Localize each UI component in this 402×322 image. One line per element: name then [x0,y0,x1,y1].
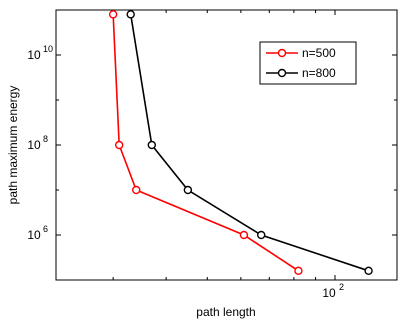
data-point [108,10,118,19]
data-point [364,266,373,276]
x-tick-exponent: 2 [339,282,344,292]
legend-label: n=800 [302,66,336,80]
legend-label: n=500 [302,46,336,60]
data-point [126,10,135,19]
data-point [114,140,124,150]
tick-labels: 10 210 610 810 10 [27,44,344,300]
legend: n=500 n=800 [259,41,357,85]
y-tick-label: 10 [27,138,41,152]
y-tick-label: 10 [27,48,41,62]
x-tick-label: 10 [322,286,336,300]
y-tick-label: 10 [27,228,41,242]
data-point [257,230,266,240]
y-axis-title: path maximum energy [6,86,20,205]
data-point [239,230,249,240]
data-point [294,266,303,276]
y-tick-exponent: 8 [43,134,48,144]
legend-box [259,41,357,85]
data-point [147,140,156,150]
y-tick-exponent: 6 [43,224,48,234]
x-axis-title: path length [196,305,255,319]
data-point [132,185,141,195]
y-tick-exponent: 10 [43,44,53,54]
series-layer [108,10,373,276]
data-point [183,185,193,195]
legend-marker [277,68,287,78]
legend-marker [277,48,287,58]
